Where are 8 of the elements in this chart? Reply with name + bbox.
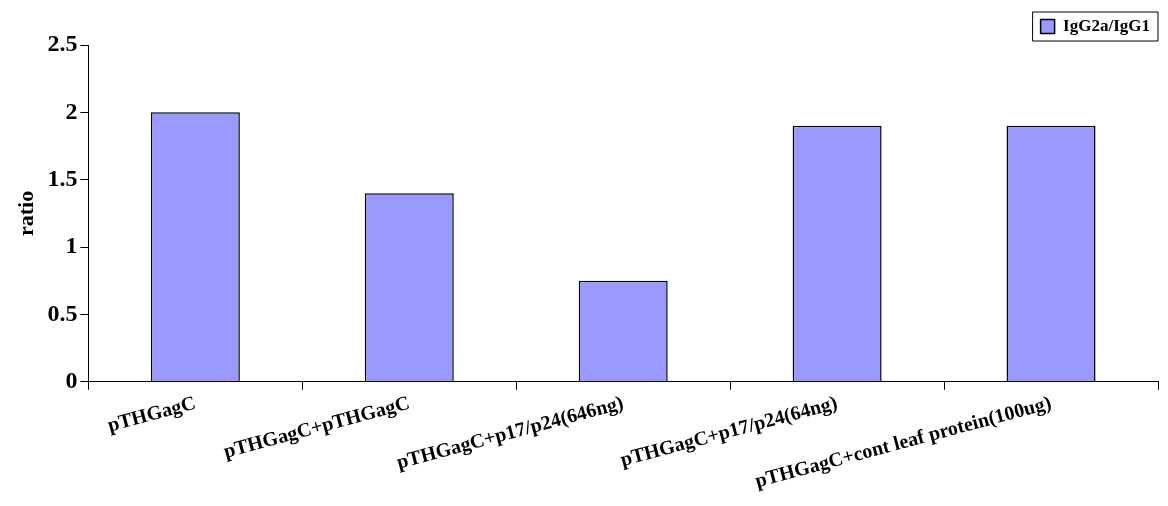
y-tick-label: 1 — [65, 232, 78, 259]
y-tick-label: 1.5 — [47, 164, 78, 191]
y-tick-label: 0.5 — [47, 299, 78, 326]
y-tick-label: 0 — [65, 366, 78, 393]
y-tick-label: 2 — [65, 97, 78, 124]
legend-label: IgG2a/IgG1 — [1063, 15, 1151, 35]
y-tick-label: 2.5 — [47, 30, 78, 57]
y-axis-title: ratio — [12, 190, 38, 236]
